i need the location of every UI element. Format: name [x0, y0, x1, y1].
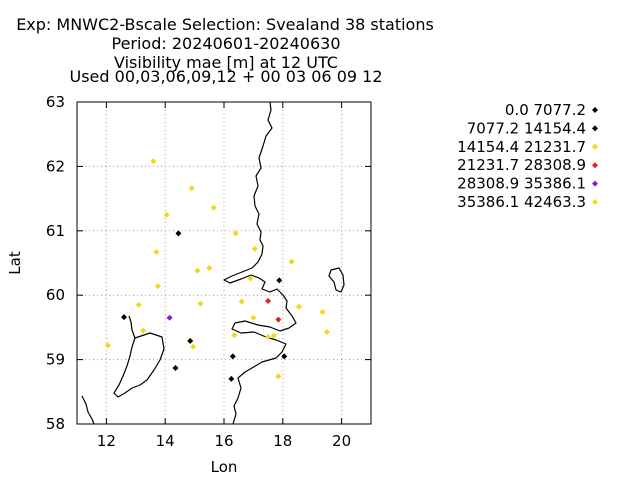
station-point	[175, 230, 182, 237]
station-point	[275, 316, 282, 323]
x-axis-label: Lon	[211, 458, 238, 476]
data-points	[104, 158, 330, 382]
station-point	[154, 283, 161, 290]
station-point	[238, 298, 245, 305]
station-point	[150, 158, 157, 165]
station-point	[121, 314, 128, 321]
station-point	[210, 204, 217, 211]
station-point	[187, 337, 194, 344]
station-point	[232, 230, 239, 237]
station-point	[270, 332, 277, 339]
legend-label: 7077.2 14154.4	[467, 119, 586, 137]
station-point	[281, 353, 288, 360]
legend-marker	[592, 125, 598, 132]
vattern-lake	[128, 315, 136, 339]
y-tick-label: 62	[46, 157, 65, 175]
station-point	[251, 245, 258, 252]
vanern-lake	[113, 332, 165, 398]
station-point	[104, 342, 111, 349]
station-point	[166, 314, 173, 321]
legend-marker	[592, 199, 598, 205]
baltic-coastline	[223, 101, 297, 425]
station-point	[197, 300, 204, 307]
x-tick-label: 14	[156, 432, 175, 450]
y-axis-label: Lat	[6, 251, 24, 275]
coastline-map	[81, 101, 345, 425]
legend-label: 14154.4 21231.7	[457, 138, 586, 156]
legend-marker	[592, 162, 598, 169]
station-point	[229, 353, 236, 360]
station-point	[295, 303, 302, 310]
station-point	[194, 267, 201, 274]
chart-title: Exp: MNWC2-Bscale Selection: Svealand 38…	[16, 15, 434, 86]
west-coast	[81, 395, 95, 425]
legend-label: 35386.1 42463.3	[457, 193, 586, 211]
title-line-3: Visibility mae [m] at 12 UTC	[114, 53, 338, 72]
station-point	[250, 314, 257, 321]
station-point	[172, 364, 179, 371]
title-line-4: Used 00,03,06,09,12 + 00 03 06 09 12	[70, 67, 383, 86]
station-point	[288, 258, 295, 265]
station-point	[206, 265, 213, 272]
legend-label: 28308.9 35386.1	[457, 175, 586, 193]
legend-marker	[592, 143, 598, 150]
title-line-1: Exp: MNWC2-Bscale Selection: Svealand 38…	[16, 15, 434, 34]
station-point	[319, 308, 326, 315]
y-tick-label: 61	[46, 222, 65, 240]
y-tick-label: 63	[46, 93, 65, 111]
station-point	[265, 334, 272, 341]
x-tick-label: 20	[332, 432, 351, 450]
y-tick-label: 60	[46, 286, 65, 304]
grid-lines	[77, 102, 371, 424]
station-point	[323, 328, 330, 335]
y-axis-ticks: 58 59 60 61 62 63	[46, 93, 371, 433]
station-point	[275, 373, 282, 380]
station-point	[231, 332, 238, 339]
y-tick-label: 58	[46, 415, 65, 433]
station-point	[140, 327, 147, 334]
station-point	[247, 275, 254, 282]
title-line-2: Period: 20240601-20240630	[111, 34, 340, 53]
x-axis-ticks: 12 14 16 18 20	[97, 102, 351, 450]
y-tick-label: 59	[46, 351, 65, 369]
x-tick-label: 18	[273, 432, 292, 450]
legend-label: 21231.7 28308.9	[457, 156, 586, 174]
aland-island	[328, 267, 345, 293]
x-tick-label: 12	[97, 432, 116, 450]
legend-marker	[592, 180, 598, 187]
station-point	[190, 343, 197, 350]
station-point	[188, 185, 195, 192]
x-tick-label: 16	[214, 432, 233, 450]
station-point	[163, 211, 170, 218]
legend-marker	[592, 107, 598, 113]
station-point	[276, 277, 283, 284]
station-point	[265, 297, 272, 304]
station-point	[153, 249, 160, 256]
station-point	[228, 375, 235, 382]
legend-label: 0.0 7077.2	[505, 101, 586, 119]
station-point	[135, 301, 142, 308]
